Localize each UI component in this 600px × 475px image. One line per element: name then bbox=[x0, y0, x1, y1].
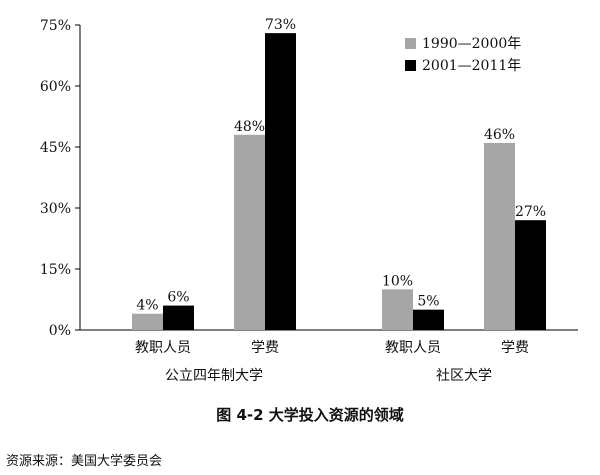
bar bbox=[413, 309, 444, 330]
legend-label-series-1: 1990—2000年 bbox=[422, 36, 521, 52]
category-label: 学费 bbox=[501, 340, 529, 356]
bar-value-label: 6% bbox=[167, 290, 189, 306]
bar-value-label: 46% bbox=[484, 127, 515, 143]
bar bbox=[265, 33, 296, 331]
bar-value-label: 5% bbox=[417, 294, 439, 310]
bar bbox=[515, 220, 546, 330]
bar bbox=[484, 142, 515, 330]
category-label: 教职人员 bbox=[135, 340, 191, 356]
bars bbox=[132, 33, 546, 331]
y-tick-label: 60% bbox=[40, 79, 71, 95]
bar bbox=[163, 305, 194, 330]
y-tick-label: 30% bbox=[40, 201, 71, 217]
source-note: 资源来源：美国大学委员会 bbox=[6, 453, 162, 469]
bar-value-label: 4% bbox=[136, 298, 158, 314]
bar-value-label: 73% bbox=[265, 17, 296, 33]
group-label: 公立四年制大学 bbox=[165, 368, 263, 384]
legend-swatch-series-2 bbox=[405, 60, 416, 71]
legend-swatch-series-1 bbox=[405, 38, 416, 49]
legend: 1990—2000年 2001—2011年 bbox=[405, 36, 521, 74]
bar bbox=[132, 313, 163, 330]
y-tick-label: 15% bbox=[40, 262, 71, 278]
bar bbox=[382, 289, 413, 330]
bar-value-label: 27% bbox=[515, 204, 546, 220]
group-label: 社区大学 bbox=[436, 368, 492, 384]
bar bbox=[234, 134, 265, 330]
bar-value-label: 48% bbox=[234, 119, 265, 135]
legend-label-series-2: 2001—2011年 bbox=[422, 58, 521, 74]
bar-value-label: 10% bbox=[382, 273, 413, 289]
category-label: 学费 bbox=[251, 340, 279, 356]
y-tick-label: 45% bbox=[40, 140, 71, 156]
y-tick-label: 75% bbox=[40, 18, 71, 34]
value-labels: 4% 6% 48% 73% 10%5% 46% 27% bbox=[136, 17, 546, 314]
category-label: 教职人员 bbox=[385, 340, 441, 356]
y-tick-label: 0% bbox=[49, 323, 71, 339]
chart-title: 图 4-2 大学投入资源的领域 bbox=[216, 406, 404, 424]
